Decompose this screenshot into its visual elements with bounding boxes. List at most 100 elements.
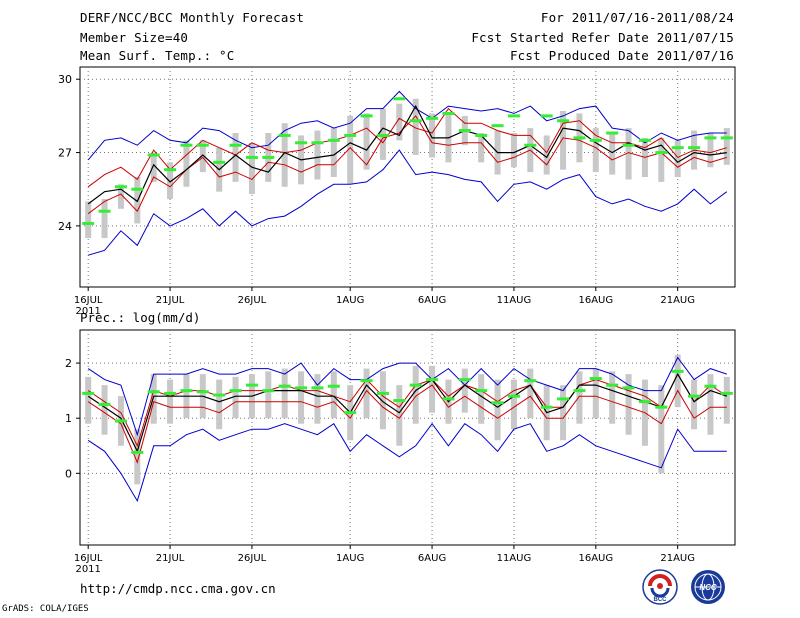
panel1-spread-box — [363, 113, 370, 170]
panel1-spread-box — [429, 113, 436, 158]
panel1-ytick-label: 30 — [58, 73, 72, 86]
panel1-year-label: 2011 — [75, 306, 100, 317]
panel1-xtick-label: 16JUL — [74, 295, 103, 306]
panel2-xtick-label: 11AUG — [497, 553, 532, 564]
bcc-logo-text: BCC — [654, 597, 668, 603]
panel1-spread-box — [707, 133, 714, 168]
panel2-xtick-label: 26JUL — [238, 553, 267, 564]
panel1-xtick-label: 6AUG — [418, 295, 446, 306]
panel1-xtick-label: 1AUG — [336, 295, 364, 306]
panel1-xtick-label: 26JUL — [238, 295, 267, 306]
panel1-spread-box — [560, 111, 567, 170]
panel2-spread-box — [379, 371, 386, 430]
panel2-spread-box — [167, 379, 174, 424]
agency-logos: BCC NCC — [642, 569, 725, 605]
start-date: Fcst Started Refer Date 2011/07/15 — [471, 30, 734, 45]
panel2-spread-box — [298, 371, 305, 424]
panel1-xtick-label: 16AUG — [578, 295, 613, 306]
prec-panel-title: Prec.: log(mm/d) — [80, 310, 200, 325]
panel2-frame — [79, 329, 736, 546]
panel2-spread-box — [461, 368, 468, 413]
panel1-spread-box — [248, 142, 255, 195]
panel1-spread-box — [625, 128, 632, 180]
panel2-min-line — [87, 422, 727, 503]
panel1-spread-box — [167, 162, 174, 199]
panel2-xtick-label: 21AUG — [660, 553, 695, 564]
panel2-spread-box — [723, 376, 730, 424]
forecast-title: DERF/NCC/BCC Monthly Forecast — [80, 10, 305, 25]
panel2-spread-box — [232, 376, 239, 419]
panel2-xtick-label: 16JUL — [74, 553, 103, 564]
produced-date: Fcst Produced Date 2011/07/16 — [509, 48, 734, 63]
panel1-spread-box — [674, 140, 681, 177]
panel1-spread-box — [412, 98, 419, 155]
panel2-max-line — [87, 356, 727, 437]
panel2-spread-box — [412, 365, 419, 424]
panel1-xtick-label: 21AUG — [660, 295, 695, 306]
panel2-ytick-label: 2 — [65, 357, 72, 370]
panel1-spread-box — [609, 133, 616, 175]
panel1-spread-box — [183, 140, 190, 187]
panel1-spread-box — [101, 199, 108, 239]
panel2-year-label: 2011 — [75, 564, 100, 575]
panel2-spread-box — [216, 379, 223, 430]
panel2-spread-box — [314, 374, 321, 424]
panel1-spread-box — [150, 152, 157, 182]
panel2-spread-box — [576, 371, 583, 424]
panel2-spread-box — [85, 376, 92, 424]
panel1-spread-box — [510, 133, 517, 168]
panel1-spread-box — [543, 135, 550, 175]
ncc-logo: NCC — [691, 570, 725, 604]
panel2-spread-box — [281, 368, 288, 419]
panel1-spread-box — [478, 133, 485, 163]
panel1-spread-box — [723, 128, 730, 165]
panel1-spread-box — [281, 123, 288, 187]
panel2-xtick-label: 16AUG — [578, 553, 613, 564]
panel2-xtick-label: 21JUL — [156, 553, 185, 564]
panel2-spread-box — [510, 379, 517, 430]
panel1-lower-line — [87, 115, 727, 215]
panel1-mean-line — [87, 104, 727, 205]
source-url[interactable]: http://cmdp.ncc.cma.gov.cn — [80, 581, 276, 596]
panel1-spread-box — [330, 128, 337, 177]
panel2-spread-box — [363, 368, 370, 419]
panel1-xtick-label: 21JUL — [156, 295, 185, 306]
panel2-spread-box — [707, 374, 714, 435]
panel2-spread-box — [527, 368, 534, 419]
panel2-ytick-label: 0 — [65, 467, 72, 480]
forecast-period: For 2011/07/16-2011/08/24 — [540, 10, 734, 25]
panel2-spread-box — [494, 379, 501, 441]
panel2-spread-box — [478, 374, 485, 424]
panel1-spread-box — [232, 133, 239, 182]
ncc-logo-text: NCC — [699, 583, 717, 592]
panel1-spread-box — [396, 103, 403, 141]
panel2-spread-box — [265, 371, 272, 419]
panel2-spread-box — [674, 354, 681, 408]
panel2-spread-box — [691, 379, 698, 430]
bcc-logo: BCC — [642, 569, 678, 605]
panel2-upper-line — [87, 373, 728, 448]
panel2-spread-box — [609, 371, 616, 424]
member-size: Member Size=40 — [80, 30, 189, 45]
panel2-spread-box — [592, 368, 599, 419]
panel1-spread-box — [592, 128, 599, 173]
panel2-spread-box — [429, 365, 436, 413]
grads-credit: GrADS: COLA/IGES — [2, 604, 89, 614]
panel1-spread-box — [117, 184, 124, 209]
panel2-mean-line — [87, 372, 727, 453]
panel2-spread-box — [101, 385, 108, 435]
panel1-ytick-label: 24 — [58, 220, 72, 233]
panel1-spread-box — [658, 137, 665, 182]
panel2-spread-box — [134, 429, 141, 485]
panel1-ytick-label: 27 — [58, 147, 72, 160]
panel1-xtick-label: 11AUG — [497, 295, 532, 306]
panel2-spread-box — [396, 385, 403, 446]
panel1-min-line — [88, 149, 728, 256]
panel1-frame — [79, 66, 736, 288]
panel2-spread-box — [330, 371, 337, 419]
variable-label: Mean Surf. Temp.: °C — [80, 48, 235, 63]
panel2-xtick-label: 6AUG — [418, 553, 446, 564]
panel1-spread-box — [347, 115, 354, 185]
panel2-spread-box — [150, 374, 157, 424]
